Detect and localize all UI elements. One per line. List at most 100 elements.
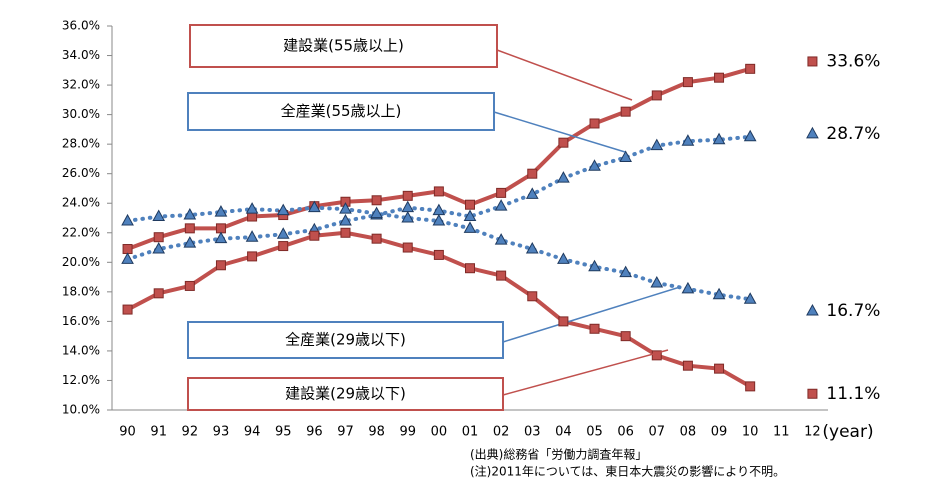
marker — [153, 288, 164, 299]
value-label: 33.6% — [826, 51, 880, 71]
legend-box — [189, 24, 498, 68]
marker — [807, 56, 818, 67]
x-tick-label: 06 — [617, 425, 634, 440]
x-tick-label: 04 — [555, 425, 572, 440]
marker — [184, 280, 195, 291]
marker — [681, 134, 695, 146]
legend-label: 建設業(29歳以下) — [285, 385, 406, 403]
marker — [558, 137, 569, 148]
x-tick-label: 95 — [275, 425, 292, 440]
marker — [714, 363, 725, 374]
x-tick-label: 98 — [368, 425, 385, 440]
marker — [807, 388, 818, 399]
marker — [245, 230, 259, 242]
marker — [651, 90, 662, 101]
marker — [557, 252, 570, 264]
x-tick-label: 92 — [182, 425, 199, 440]
series-line — [128, 233, 813, 394]
legend-label: 建設業(55歳以上) — [283, 37, 404, 55]
y-tick-label: 26.0% — [62, 166, 100, 180]
y-tick-label: 32.0% — [62, 78, 100, 92]
x-tick-label: 08 — [680, 425, 697, 440]
x-tick-label: 02 — [493, 425, 510, 440]
marker — [589, 118, 600, 129]
marker — [463, 209, 477, 222]
marker — [152, 241, 166, 254]
x-tick-label: 91 — [150, 425, 167, 440]
marker — [153, 232, 164, 243]
footnote: (注)2011年については、東日本大震災の影響により不明。 — [470, 464, 785, 479]
marker — [682, 77, 693, 88]
marker — [276, 203, 290, 216]
marker — [525, 241, 539, 254]
marker — [650, 138, 664, 151]
marker — [714, 72, 725, 83]
marker — [276, 227, 290, 239]
x-tick-label: 03 — [524, 425, 541, 440]
marker — [588, 259, 601, 272]
marker — [402, 190, 413, 201]
x-axis-label: (year) — [822, 422, 873, 442]
marker — [215, 223, 226, 234]
y-tick-label: 18.0% — [62, 284, 100, 298]
marker — [340, 227, 351, 238]
marker — [681, 281, 695, 294]
marker — [651, 350, 662, 361]
marker — [743, 292, 757, 304]
marker — [806, 304, 819, 316]
x-tick-label: 90 — [119, 425, 136, 440]
marker — [371, 233, 382, 244]
marker — [620, 106, 631, 117]
legend-label: 全産業(29歳以下) — [285, 331, 406, 349]
legend-box — [187, 92, 495, 131]
marker — [588, 159, 601, 171]
marker — [465, 199, 475, 210]
marker — [494, 199, 508, 211]
marker — [308, 200, 321, 213]
marker — [620, 331, 631, 342]
marker — [152, 209, 166, 222]
y-tick-label: 20.0% — [62, 255, 100, 269]
marker — [183, 208, 197, 220]
marker — [494, 233, 508, 245]
marker — [465, 263, 475, 274]
y-tick-label: 10.0% — [62, 403, 100, 417]
marker — [806, 126, 819, 139]
marker — [214, 205, 228, 217]
marker — [402, 242, 413, 253]
marker — [401, 210, 415, 223]
marker — [527, 168, 538, 179]
y-tick-label: 28.0% — [62, 137, 100, 151]
x-tick-label: 94 — [244, 425, 261, 440]
marker — [339, 213, 352, 226]
marker — [557, 171, 570, 183]
marker — [432, 213, 446, 226]
x-tick-label: 93 — [213, 425, 230, 440]
marker — [463, 221, 477, 233]
y-tick-label: 14.0% — [62, 343, 100, 357]
marker — [619, 150, 632, 162]
marker — [370, 206, 383, 219]
x-tick-label: 99 — [399, 425, 416, 440]
marker — [589, 323, 600, 334]
marker — [245, 202, 259, 214]
marker — [371, 195, 382, 206]
marker — [339, 202, 352, 214]
callout-connector — [496, 49, 633, 101]
legend-box — [187, 321, 504, 359]
marker — [619, 265, 632, 278]
marker — [682, 360, 693, 371]
y-tick-label: 36.0% — [62, 19, 100, 33]
y-tick-label: 34.0% — [62, 48, 100, 62]
marker — [122, 304, 133, 315]
marker — [309, 230, 320, 241]
marker — [558, 316, 569, 327]
x-tick-label: 12 — [804, 425, 821, 440]
x-tick-label: 97 — [337, 425, 354, 440]
marker — [121, 252, 134, 264]
x-tick-label: 11 — [773, 425, 790, 440]
marker — [401, 200, 415, 213]
y-tick-label: 24.0% — [62, 196, 100, 210]
y-tick-label: 12.0% — [62, 373, 100, 387]
